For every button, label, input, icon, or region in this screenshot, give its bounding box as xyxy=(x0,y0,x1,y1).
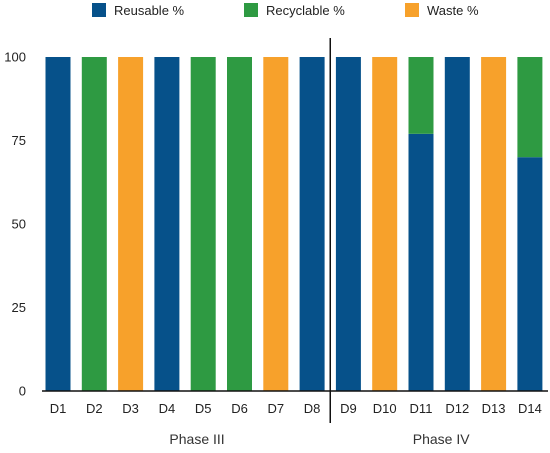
legend-swatch-0 xyxy=(92,3,106,17)
x-tick-label-D5: D5 xyxy=(195,401,212,416)
legend-label-2: Waste % xyxy=(427,3,479,18)
x-tick-label-D13: D13 xyxy=(482,401,506,416)
bar-D2-series-1 xyxy=(81,57,107,391)
bar-D12-series-0 xyxy=(444,57,470,391)
bar-D6-series-1 xyxy=(227,57,252,391)
phase-label-1: Phase IV xyxy=(413,431,470,447)
bar-D14-series-1 xyxy=(517,57,543,158)
x-tick-label-D6: D6 xyxy=(231,401,248,416)
y-axis: 0 25 50 75 100 xyxy=(4,50,26,399)
bars xyxy=(45,57,543,391)
phase-labels: Phase III Phase IV xyxy=(169,431,470,447)
x-tick-label-D14: D14 xyxy=(518,401,542,416)
bar-D11-series-1 xyxy=(408,57,434,134)
x-tick-label-D8: D8 xyxy=(304,401,321,416)
y-tick-label: 75 xyxy=(12,133,26,148)
bar-D10-series-2 xyxy=(372,57,398,391)
x-tick-label-D12: D12 xyxy=(445,401,469,416)
bar-D11-series-0 xyxy=(408,133,434,391)
x-tick-label-D1: D1 xyxy=(50,401,67,416)
y-tick-label: 50 xyxy=(12,217,26,232)
legend: Reusable % Recyclable % Waste % xyxy=(92,3,479,18)
bar-D3-series-2 xyxy=(118,57,144,391)
phase-label-0: Phase III xyxy=(169,431,224,447)
bar-D5-series-1 xyxy=(190,57,216,391)
legend-swatch-1 xyxy=(244,3,258,17)
bar-D4-series-0 xyxy=(154,57,180,391)
bar-D14-series-0 xyxy=(517,157,543,391)
x-tick-label-D4: D4 xyxy=(159,401,176,416)
x-tick-label-D10: D10 xyxy=(373,401,397,416)
bar-D9-series-0 xyxy=(335,57,361,391)
legend-label-1: Recyclable % xyxy=(266,3,345,18)
y-tick-label: 100 xyxy=(4,50,26,65)
bar-D8-series-0 xyxy=(299,57,325,391)
bar-D7-series-2 xyxy=(263,57,289,391)
x-tick-label-D3: D3 xyxy=(122,401,139,416)
x-tick-label-D2: D2 xyxy=(86,401,103,416)
x-tick-label-D9: D9 xyxy=(340,401,357,416)
x-tick-label-D11: D11 xyxy=(410,401,433,416)
legend-swatch-2 xyxy=(405,3,419,17)
x-tick-label-D7: D7 xyxy=(267,401,284,416)
y-tick-label: 0 xyxy=(19,384,26,399)
x-axis: D1 D2 D3 D4 D5 D6 D7 D8 D9 D10 D11 D12 D13 D14 xyxy=(42,38,548,423)
bar-D1-series-0 xyxy=(45,57,71,391)
bar-D13-series-2 xyxy=(481,57,507,391)
y-tick-label: 25 xyxy=(12,300,26,315)
legend-label-0: Reusable % xyxy=(114,3,185,18)
